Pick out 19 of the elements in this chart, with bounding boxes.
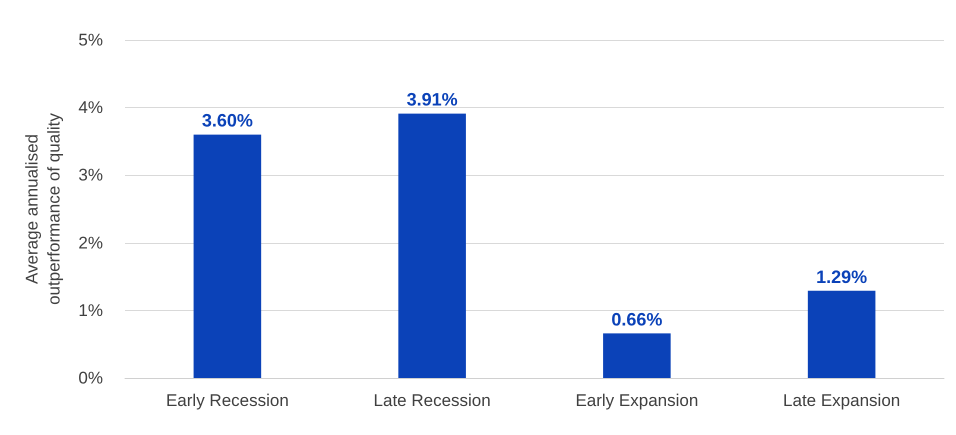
bar [398, 114, 466, 378]
y-tick-label: 0% [78, 368, 103, 388]
bar [808, 290, 876, 378]
bar [603, 333, 671, 378]
x-tick-label: Late Recession [374, 391, 491, 410]
bar [194, 134, 262, 378]
y-tick-label: 4% [78, 98, 103, 118]
x-tick-label: Late Expansion [783, 391, 900, 410]
y-tick-label: 3% [78, 166, 103, 185]
data-label: 1.29% [816, 266, 868, 287]
x-tick-label: Early Expansion [575, 391, 698, 410]
y-tick-label: 5% [78, 30, 103, 50]
data-label: 3.60% [202, 110, 253, 131]
y-tick-label: 2% [78, 233, 103, 252]
y-axis-title: Average annualised outperformance of quality [22, 112, 64, 305]
y-tick-label: 1% [78, 300, 103, 320]
data-label: 3.91% [406, 90, 458, 110]
data-label: 0.66% [611, 309, 662, 330]
x-tick-label: Early Recession [166, 391, 289, 410]
